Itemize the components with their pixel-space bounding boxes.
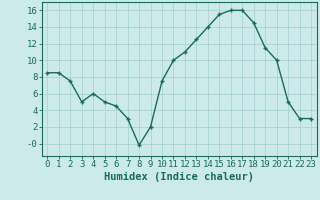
X-axis label: Humidex (Indice chaleur): Humidex (Indice chaleur): [104, 172, 254, 182]
